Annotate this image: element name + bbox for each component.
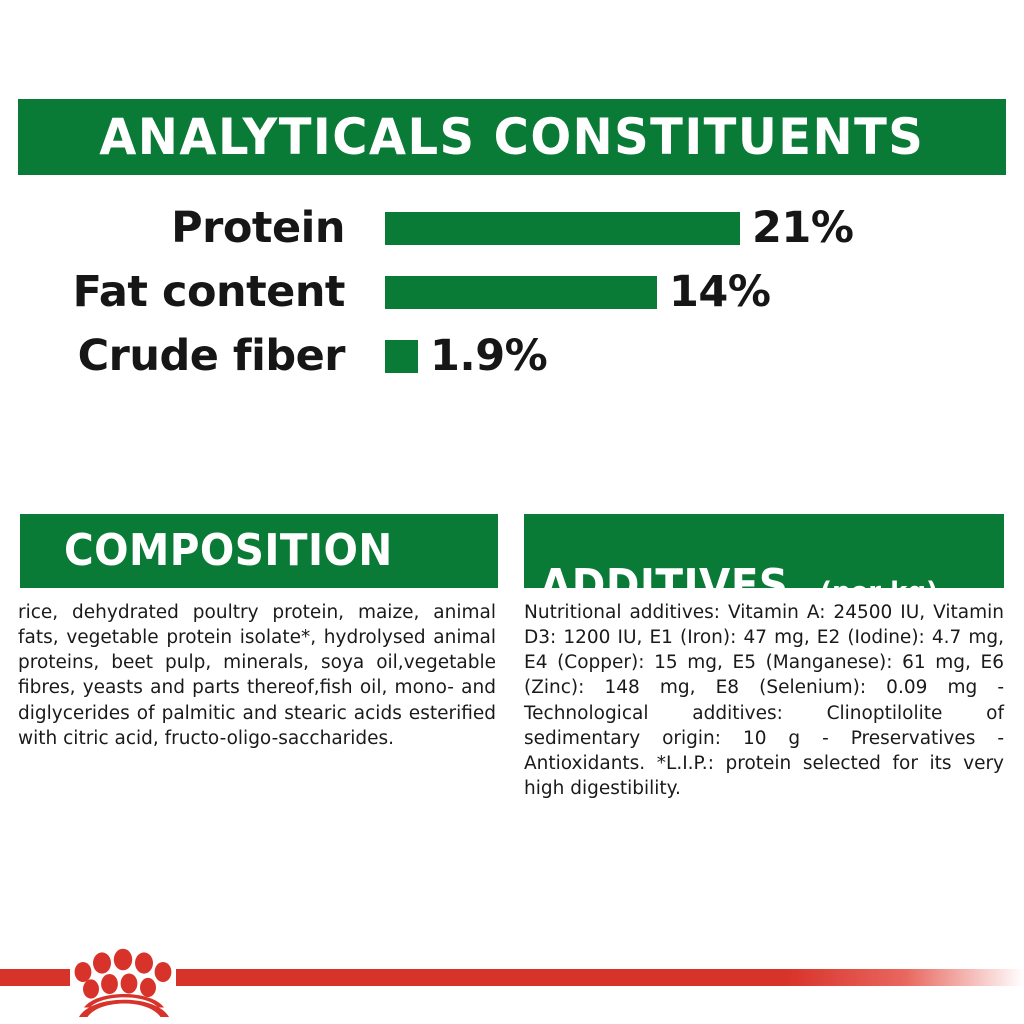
additives-header: ADDITIVES (per kg)	[524, 514, 1004, 608]
chart-value-label: 1.9%	[430, 330, 548, 381]
analyticals-constituents-title: ANALYTICALS CONSTITUENTS	[99, 108, 925, 166]
additives-title: ADDITIVES	[540, 560, 789, 611]
composition-header: COMPOSITION	[20, 514, 498, 588]
chart-row: Protein 21%	[0, 196, 1024, 260]
analyticals-constituents-header: ANALYTICALS CONSTITUENTS	[18, 99, 1006, 175]
chart-row: Crude fiber 1.9%	[0, 324, 1024, 388]
composition-title: COMPOSITION	[64, 525, 393, 576]
analyticals-bar-chart: Protein 21% Fat content 14% Crude fiber …	[0, 196, 1024, 388]
chart-bar-group: 21%	[385, 202, 854, 253]
chart-bar-group: 14%	[385, 266, 771, 317]
royal-canin-crown-icon	[74, 948, 172, 1017]
footer-brand-rule	[0, 948, 1024, 1024]
chart-row: Fat content 14%	[0, 260, 1024, 324]
composition-text: rice, dehydrated poultry protein, maize,…	[18, 602, 496, 749]
chart-category-label: Crude fiber	[77, 330, 346, 381]
chart-value-label: 21%	[752, 202, 854, 253]
chart-bar	[385, 339, 418, 373]
additives-per-kg-note: (per kg)	[820, 577, 938, 607]
chart-bar-group: 1.9%	[385, 330, 548, 381]
chart-bar	[385, 211, 740, 245]
chart-value-label: 14%	[669, 266, 771, 317]
additives-text: Nutritional additives: Vitamin A: 24500 …	[524, 602, 1004, 800]
footer-rule-right	[176, 969, 1024, 986]
footer-rule-left	[0, 969, 70, 986]
chart-category-label: Fat content	[72, 266, 346, 317]
chart-category-label: Protein	[171, 202, 345, 253]
additives-title-group: ADDITIVES (per kg)	[540, 564, 938, 608]
chart-bar	[385, 275, 657, 309]
